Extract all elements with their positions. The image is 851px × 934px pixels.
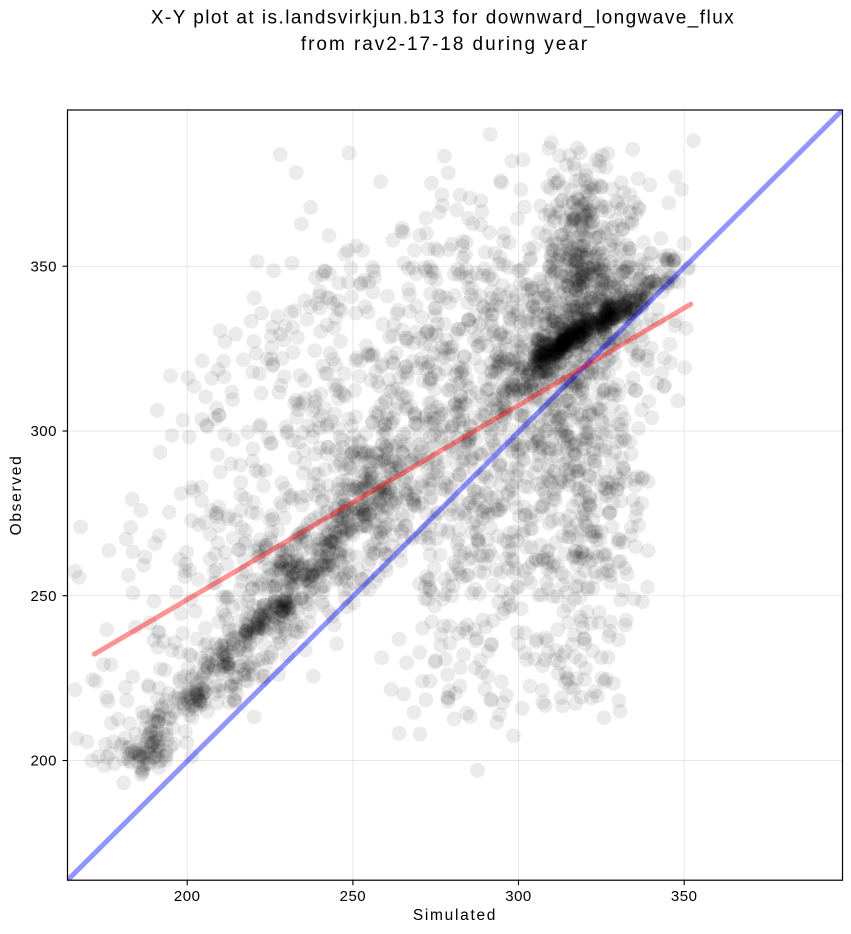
svg-text:Simulated: Simulated bbox=[413, 907, 497, 924]
svg-text:300: 300 bbox=[505, 888, 532, 905]
svg-text:Observed: Observed bbox=[8, 455, 25, 536]
svg-text:250: 250 bbox=[340, 888, 367, 905]
svg-text:350: 350 bbox=[671, 888, 698, 905]
svg-text:350: 350 bbox=[30, 258, 57, 275]
svg-text:X-Y plot at is.landsvirkjun.b1: X-Y plot at is.landsvirkjun.b13 for down… bbox=[151, 7, 735, 28]
svg-text:200: 200 bbox=[30, 753, 57, 770]
svg-text:200: 200 bbox=[174, 888, 201, 905]
svg-text:250: 250 bbox=[30, 588, 57, 605]
svg-text:300: 300 bbox=[30, 423, 57, 440]
svg-text:from rav2-17-18 during year: from rav2-17-18 during year bbox=[301, 34, 589, 55]
